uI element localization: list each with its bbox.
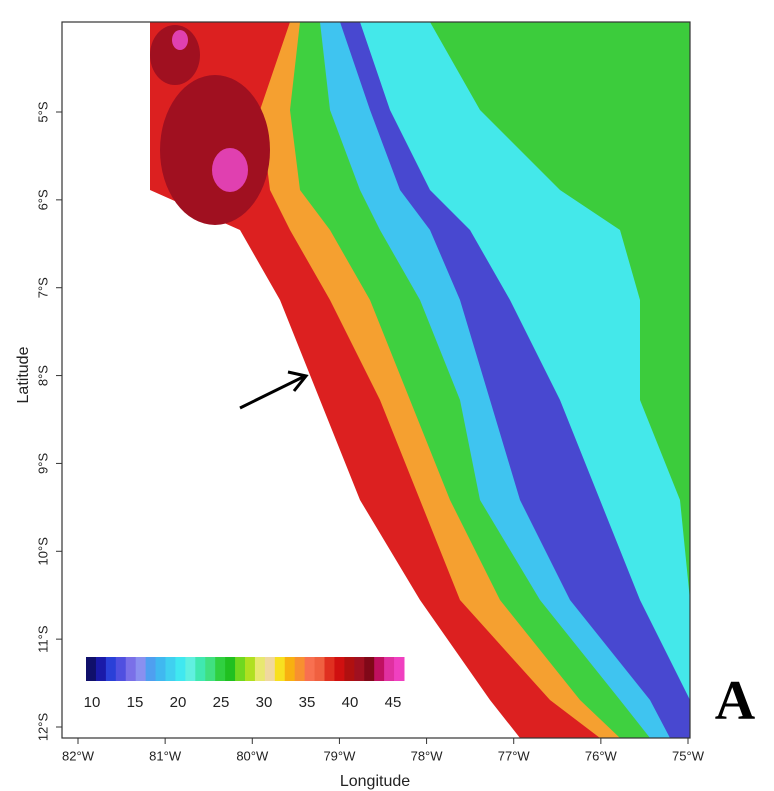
y-tick-label: 6°S [35, 189, 50, 210]
colorbar-swatch [354, 657, 365, 681]
colorbar-swatch [125, 657, 137, 681]
colorbar-swatch [105, 657, 117, 681]
colorbar-tick-label: 25 [213, 694, 230, 711]
colorbar-swatch [344, 657, 355, 681]
y-tick-label: 5°S [35, 101, 50, 122]
x-tick-label: 81°W [149, 748, 182, 763]
colorbar-swatch [215, 657, 226, 681]
colorbar-swatch [165, 657, 176, 681]
x-tick-label: 80°W [236, 748, 269, 763]
y-tick-label: 9°S [35, 453, 50, 474]
x-axis-title: Longitude [340, 773, 410, 790]
colorbar-swatch [274, 657, 286, 681]
panel-label: A [715, 670, 756, 732]
colorbar-swatch [304, 657, 316, 681]
colorbar-swatch [115, 657, 127, 681]
colorbar: 10 15 20 25 30 35 40 45 [84, 657, 405, 711]
colorbar-swatch [364, 657, 375, 681]
colorbar-tick-label: 30 [256, 694, 273, 711]
x-tick-label: 78°W [411, 748, 444, 763]
colorbar-swatch [95, 657, 107, 681]
colorbar-swatch [245, 657, 256, 681]
elevation-map [62, 22, 690, 738]
colorbar-tick-label: 45 [385, 694, 402, 711]
colorbar-swatch [254, 657, 266, 681]
highland [160, 75, 270, 225]
colorbar-swatch [135, 657, 147, 681]
colorbar-swatch [195, 657, 206, 681]
y-tick-label: 12°S [35, 713, 50, 742]
x-tick-label: 76°W [585, 748, 618, 763]
ocean [62, 22, 520, 738]
colorbar-tick-label: 10 [84, 694, 101, 711]
colorbar-swatch [185, 657, 196, 681]
colorbar-swatch [175, 657, 186, 681]
highland-peak [172, 30, 188, 50]
y-tick-label: 10°S [35, 537, 50, 566]
y-tick-label: 11°S [35, 625, 50, 653]
colorbar-swatch [374, 657, 385, 681]
x-tick-label: 77°W [498, 748, 531, 763]
colorbar-tick-label: 40 [342, 694, 359, 711]
y-axis-title: Latitude [15, 346, 32, 403]
colorbar-swatch [314, 657, 325, 681]
colorbar-swatch [324, 657, 335, 681]
x-tick-label: 82°W [62, 748, 95, 763]
colorbar-swatch [225, 657, 236, 681]
x-tick-label: 75°W [672, 748, 705, 763]
colorbar-tick-label: 15 [127, 694, 144, 711]
colorbar-swatch [235, 657, 246, 681]
colorbar-swatch [264, 657, 276, 681]
colorbar-tick-label: 35 [299, 694, 316, 711]
colorbar-swatch [294, 657, 306, 681]
colorbar-swatch [155, 657, 166, 681]
y-tick-label: 8°S [35, 365, 50, 386]
colorbar-swatch [86, 657, 97, 681]
x-tick-label: 79°W [323, 748, 356, 763]
plot-frame [61, 21, 691, 739]
colorbar-swatch [284, 657, 296, 681]
colorbar-swatch [145, 657, 157, 681]
colorbar-swatch [384, 657, 395, 681]
colorbar-swatch [205, 657, 216, 681]
colorbar-swatch [394, 657, 405, 681]
colorbar-tick-label: 20 [170, 694, 187, 711]
arrow [239, 370, 309, 410]
colorbar-swatch [334, 657, 345, 681]
y-tick-label: 7°S [35, 277, 50, 298]
highland-peak [212, 148, 248, 192]
